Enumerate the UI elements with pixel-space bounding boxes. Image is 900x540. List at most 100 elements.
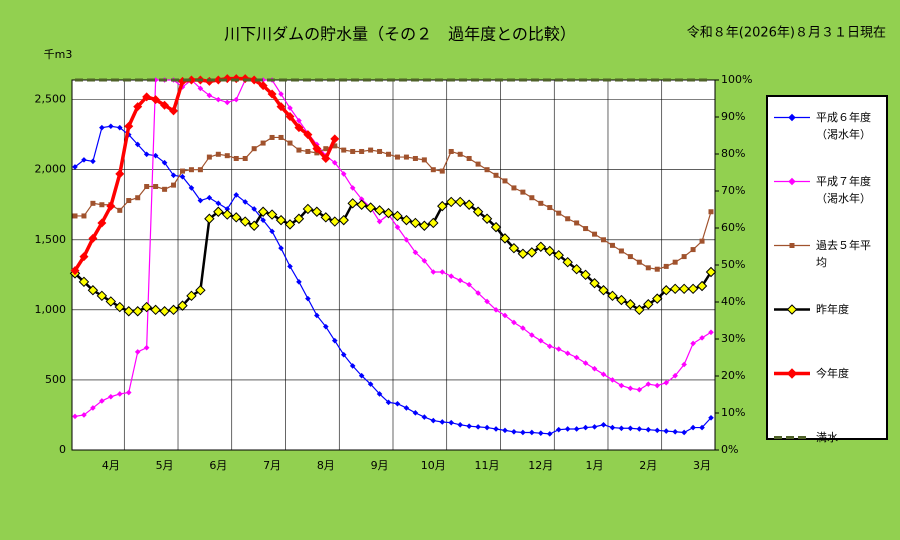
marker [448,419,455,426]
marker [645,381,652,387]
marker [135,195,141,201]
marker [681,254,687,260]
marker [466,281,472,288]
marker [546,343,553,350]
marker [463,199,475,210]
y2-tick-label: 40% [721,295,745,308]
marker [663,379,670,386]
x-tick-label: 6月 [209,459,227,472]
marker [386,151,392,157]
marker [90,158,96,165]
y-tick-label: 2,000 [35,163,67,176]
marker [287,140,293,146]
marker [188,185,195,191]
marker [376,391,383,397]
marker [323,146,329,152]
legend-entry: 満水 [772,429,838,446]
marker [571,263,582,275]
marker [276,102,286,112]
marker [538,337,544,344]
marker [618,248,624,254]
marker [285,111,295,121]
marker [508,242,520,254]
legend-entry: 昨年度 [772,301,849,318]
marker [708,414,714,421]
marker [251,206,257,212]
marker [493,307,499,313]
marker [708,329,714,336]
marker [275,214,287,226]
marker [97,218,107,228]
marker [555,346,562,352]
marker [126,198,132,204]
marker [377,148,383,154]
marker [529,332,535,338]
y2-tick-label: 0% [721,443,738,456]
marker [394,400,401,407]
marker [278,245,284,251]
marker [681,429,687,436]
marker [257,206,269,217]
marker [502,178,508,184]
marker [331,159,338,166]
marker [592,231,598,237]
marker [206,194,213,201]
marker [179,168,185,174]
marker [661,285,672,296]
marker [358,372,365,379]
marker [284,219,296,230]
marker [526,247,538,258]
marker [708,209,714,215]
marker [331,337,338,344]
marker [618,425,625,432]
marker [347,198,358,209]
marker [222,209,233,220]
marker [81,157,87,163]
marker [520,325,526,331]
marker [78,276,90,288]
legend-marker [788,177,796,186]
plot-area [72,80,715,450]
marker [403,236,410,243]
marker [350,148,356,154]
marker [654,427,661,434]
marker [439,419,446,425]
marker [305,148,311,154]
marker [177,300,188,311]
marker [213,206,224,217]
marker [233,155,239,161]
marker [645,265,651,271]
legend-swatch [774,177,810,186]
marker [150,304,161,316]
legend-label: 平成６年度 （渇水年） [816,111,871,141]
marker [144,184,150,190]
legend-entry: 平成７年度 （渇水年） [772,173,871,207]
marker [636,259,642,265]
marker [330,134,340,144]
marker [99,202,105,208]
marker [690,424,696,431]
marker [475,161,481,167]
marker [472,206,484,217]
marker [161,159,168,166]
marker [376,218,383,225]
marker [394,154,400,160]
marker [132,306,143,317]
legend-label: 今年度 [816,367,849,380]
marker [699,238,705,244]
marker [687,283,699,295]
marker [652,293,663,304]
marker [160,100,170,110]
marker [690,247,696,253]
legend-swatch [774,436,810,439]
marker [267,89,277,99]
marker [672,259,678,265]
marker [385,399,392,406]
marker [311,206,323,217]
y-axis-label: 千m3 [44,48,73,61]
marker [81,412,87,418]
marker [133,102,143,112]
marker [258,81,268,91]
marker [421,157,427,163]
marker [484,167,490,173]
